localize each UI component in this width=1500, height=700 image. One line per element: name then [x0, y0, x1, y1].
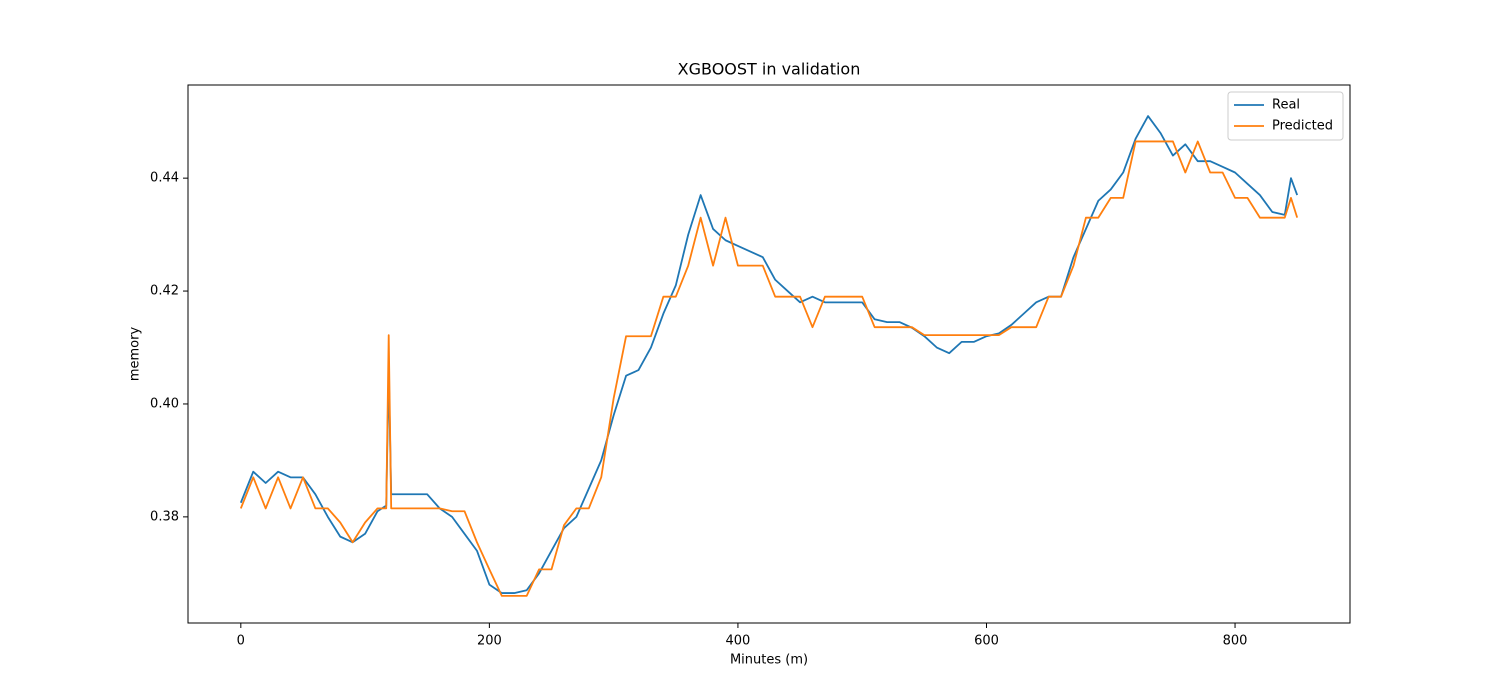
- x-tick-label: 600: [974, 634, 999, 649]
- y-tick-label: 0.40: [150, 396, 179, 411]
- x-tick-label: 800: [1223, 634, 1248, 649]
- x-tick-label: 0: [237, 634, 245, 649]
- x-tick-label: 400: [726, 634, 751, 649]
- legend-box: [1227, 91, 1344, 141]
- plot-frame: [187, 84, 1351, 624]
- chart-title: XGBOOST in validation: [678, 60, 861, 79]
- y-axis-label: memory: [128, 327, 143, 382]
- x-axis-label: Minutes (m): [730, 653, 808, 668]
- series-line: [239, 140, 1299, 597]
- y-tick-label: 0.44: [150, 171, 179, 186]
- x-tick-label: 200: [477, 634, 502, 649]
- legend-label: Predicted: [1272, 119, 1333, 134]
- legend-label: Real: [1272, 98, 1300, 113]
- y-tick-label: 0.38: [150, 509, 179, 524]
- y-tick-label: 0.42: [150, 284, 179, 299]
- series-line: [239, 115, 1299, 594]
